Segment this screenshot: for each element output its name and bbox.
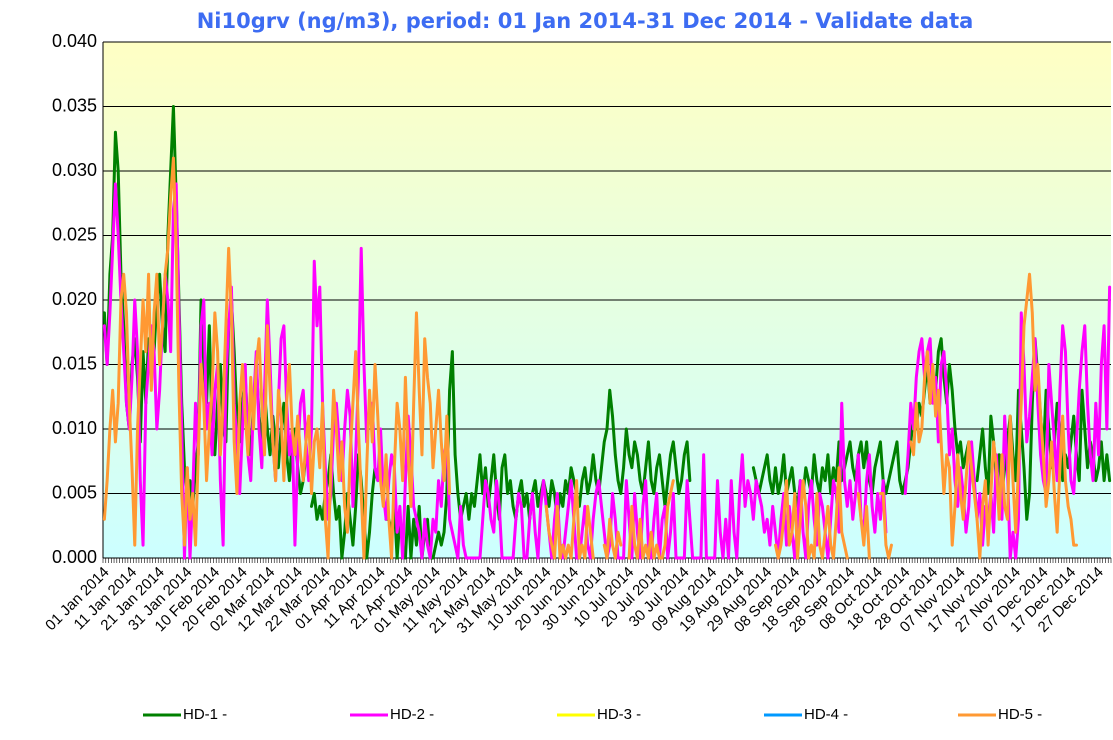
y-tick-label: 0.040 bbox=[52, 31, 97, 51]
legend-label: HD-1 - bbox=[183, 706, 227, 723]
legend-label: HD-5 - bbox=[998, 706, 1042, 723]
legend-label: HD-3 - bbox=[597, 706, 641, 723]
y-tick-label: 0.035 bbox=[52, 95, 97, 115]
legend-label: HD-4 - bbox=[804, 706, 848, 723]
data-line bbox=[102, 156, 1078, 560]
y-tick-label: 0.025 bbox=[52, 224, 97, 244]
chart-title: Ni10grv (ng/m3), period: 01 Jan 2014-31 … bbox=[197, 9, 974, 33]
y-tick-label: 0.015 bbox=[52, 353, 97, 373]
legend-label: HD-2 - bbox=[390, 706, 434, 723]
y-tick-label: 0.005 bbox=[52, 482, 97, 502]
y-tick-label: 0.010 bbox=[52, 418, 97, 438]
y-tick-label: 0.000 bbox=[52, 547, 97, 567]
y-tick-label: 0.020 bbox=[52, 289, 97, 309]
y-tick-label: 0.030 bbox=[52, 160, 97, 180]
